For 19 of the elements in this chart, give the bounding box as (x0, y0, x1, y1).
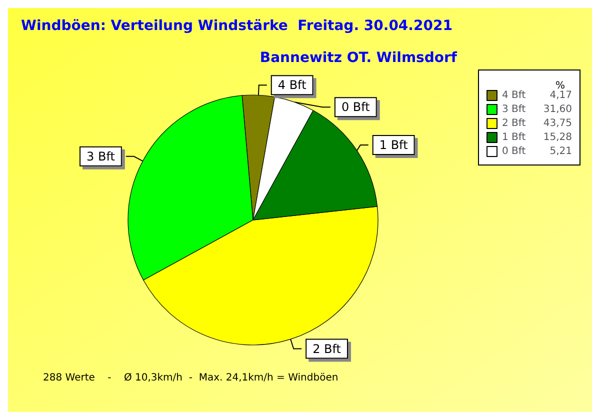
chart-title: Windböen: Verteilung Windstärke Freitag. 30.04.2021 (21, 18, 452, 34)
data-label: 15,28 (543, 132, 572, 143)
chart-subtitle: Bannewitz OT. Wilmsdorf (260, 50, 458, 66)
legend-title: % (556, 80, 566, 92)
legend-label: 4 Bft (502, 90, 526, 101)
legend-label: 2 Bft (502, 118, 526, 129)
slice-label: 1 Bft (379, 138, 408, 152)
legend-label: 0 Bft (502, 146, 526, 157)
data-label: 4,17 (550, 90, 572, 101)
text: 288 Werte - Ø 10,3km/h - Max. 24,1km/h = Windböen (43, 372, 338, 384)
legend-label: 1 Bft (502, 132, 526, 143)
data-label: 43,75 (543, 118, 572, 129)
slice-label: 4 Bft (278, 78, 307, 92)
data-label: 31,60 (543, 104, 572, 115)
slice-label: 0 Bft (341, 100, 370, 114)
data-label: 5,21 (550, 146, 572, 157)
slice-label: 2 Bft (312, 342, 342, 356)
slice-label: 3 Bft (86, 149, 116, 164)
legend-label: 3 Bft (502, 104, 526, 115)
